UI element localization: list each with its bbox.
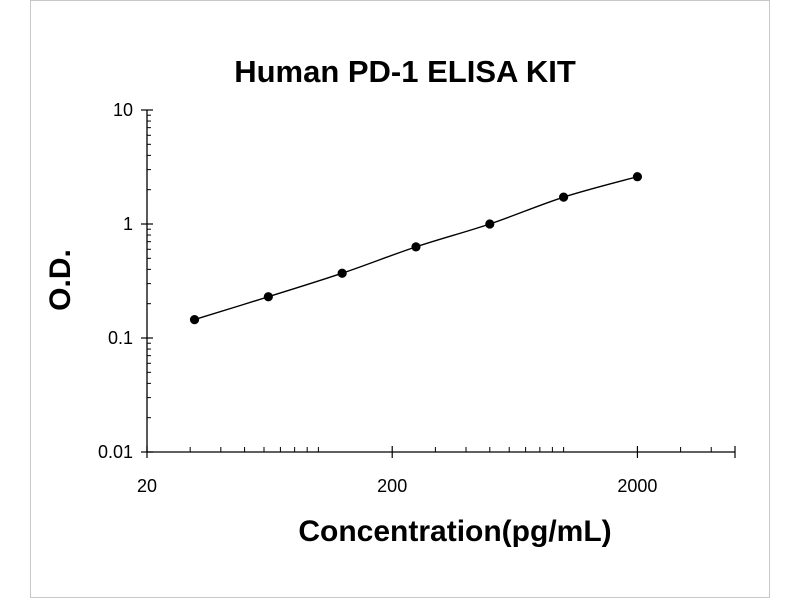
data-point: [263, 292, 273, 302]
y-tick-label: 1: [123, 214, 133, 234]
chart-title: Human PD-1 ELISA KIT: [234, 54, 576, 89]
data-point: [411, 242, 421, 252]
data-point: [189, 315, 200, 325]
y-tick-label: 0.1: [108, 328, 133, 348]
x-tick-label: 2000: [617, 476, 657, 496]
y-tick-label: 10: [113, 100, 133, 120]
x-tick-label: 20: [137, 476, 157, 496]
data-point: [632, 172, 643, 182]
x-axis-label: Concentration(pg/mL): [298, 515, 611, 548]
y-tick-label: 0.01: [98, 442, 133, 462]
axes: [141, 109, 736, 458]
data-points: [189, 172, 643, 325]
x-tick-label: 200: [377, 476, 407, 496]
data-point: [559, 192, 569, 202]
data-point: [485, 219, 495, 229]
data-point: [337, 268, 347, 278]
y-axis-label: O.D.: [44, 249, 77, 311]
chart-frame: [30, 0, 770, 598]
